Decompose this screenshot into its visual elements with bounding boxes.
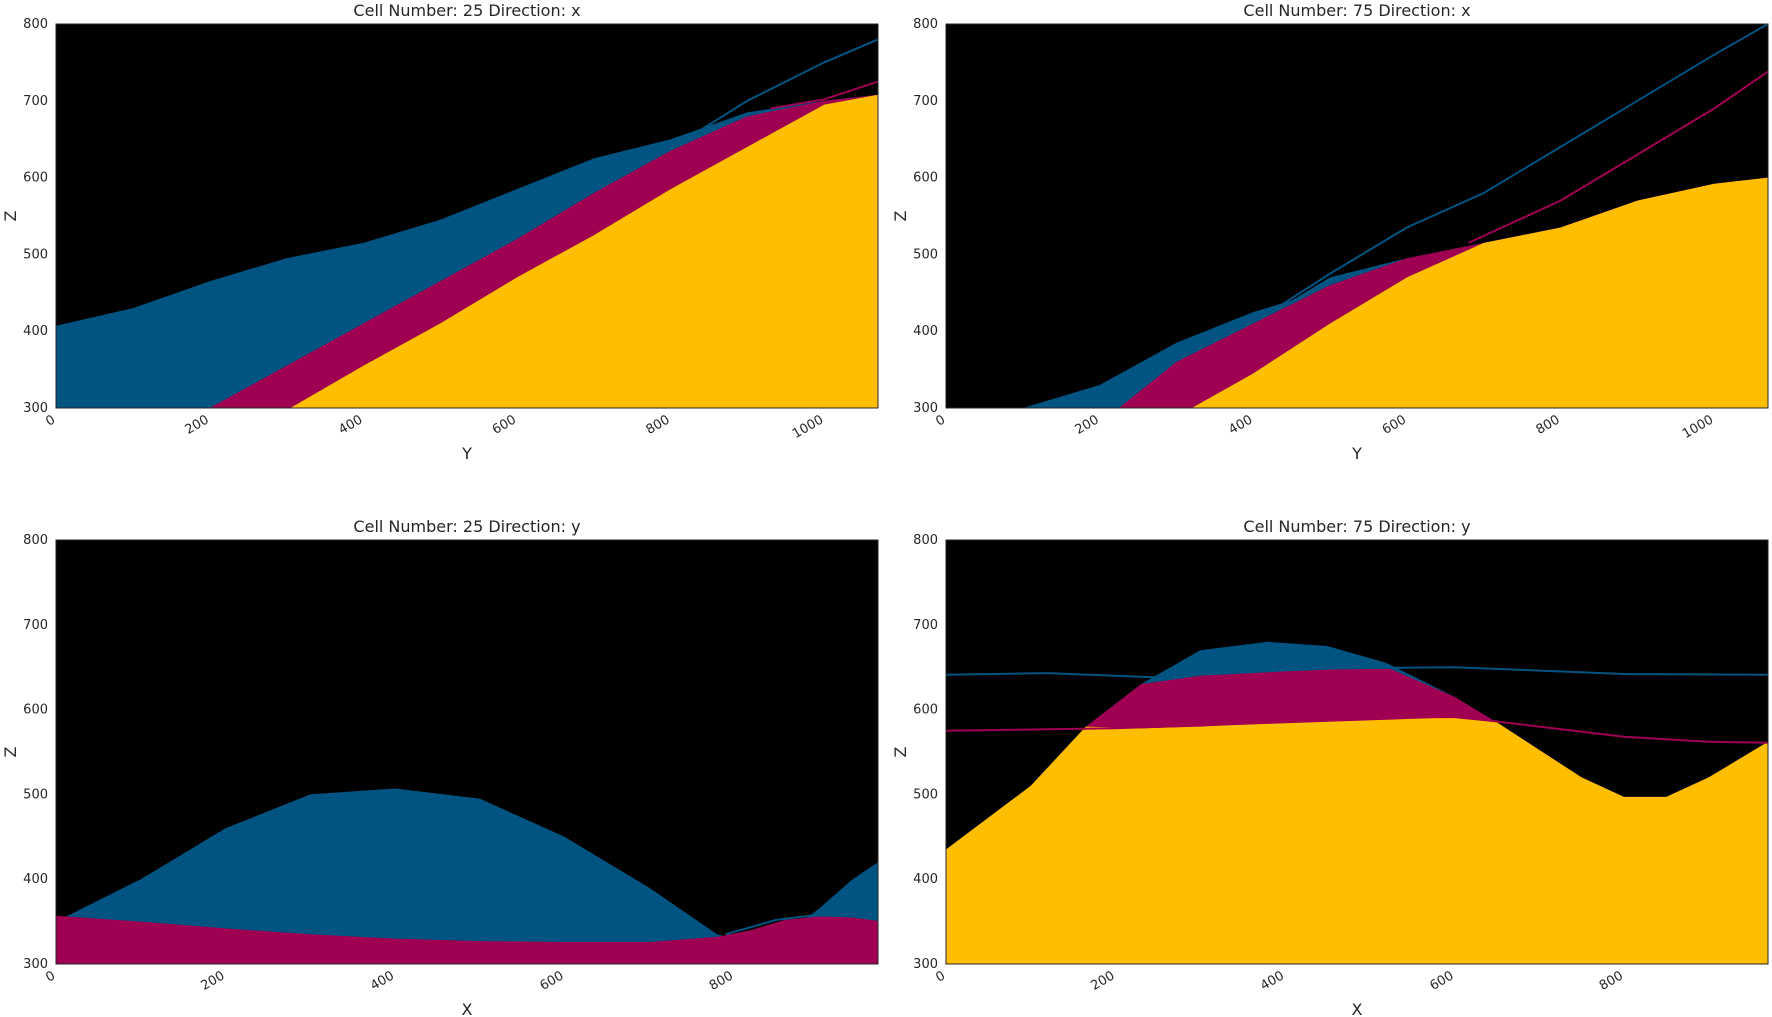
y-tick-label: 600 [913, 703, 938, 718]
x-tick-label: 600 [1380, 412, 1409, 437]
x-axis-label: X [1352, 1000, 1363, 1017]
y-tick-label: 800 [23, 17, 48, 32]
y-tick-label: 300 [913, 401, 938, 416]
chart-title: Cell Number: 75 Direction: x [1243, 1, 1470, 20]
x-tick-label: 600 [490, 412, 519, 437]
surface-line-2 [770, 80, 878, 110]
layer-area-3 [946, 718, 1768, 964]
x-axis-label: X [462, 1000, 473, 1017]
x-tick-label: 0 [933, 412, 948, 429]
x-axis-label: Y [461, 444, 472, 463]
x-tick-label: 200 [198, 968, 227, 993]
layer-area-3 [1191, 177, 1768, 408]
y-tick-label: 500 [23, 787, 48, 802]
surface-line-1 [1275, 24, 1768, 310]
chart-title: Cell Number: 25 Direction: x [353, 1, 580, 20]
y-axis-label: Z [891, 746, 910, 757]
x-tick-label: 600 [537, 968, 566, 993]
x-tick-label: 200 [1073, 412, 1102, 437]
y-axis-label: Z [891, 210, 910, 221]
plot-frame [945, 23, 1769, 409]
chart-panel-2: Cell Number: 75 Direction: x 300 400 500 600… [891, 1, 1769, 463]
y-tick-label: 700 [23, 94, 48, 109]
y-tick-label: 500 [913, 247, 938, 262]
x-tick-label: 1000 [790, 412, 826, 442]
chart-title: Cell Number: 75 Direction: y [1243, 517, 1470, 536]
y-tick-label: 300 [23, 957, 48, 972]
surface-line-1 [725, 913, 878, 936]
y-tick-label: 800 [23, 533, 48, 548]
chart-panel-3: Cell Number: 25 Direction: y 300 400 500 600… [1, 517, 879, 1017]
x-tick-label: 1000 [1680, 412, 1716, 442]
surface-line-2 [1467, 70, 1768, 244]
surface-line-2 [946, 715, 1768, 744]
y-tick-label: 600 [23, 171, 48, 186]
y-axis-label: Z [1, 210, 20, 221]
surface-line-1 [946, 666, 1768, 679]
y-tick-label: 400 [23, 324, 48, 339]
x-axis-label: Y [1351, 444, 1362, 463]
y-tick-label: 400 [913, 872, 938, 887]
x-tick-label: 0 [933, 968, 948, 985]
plot-frame [55, 539, 879, 965]
y-axis-label: Z [1, 746, 20, 757]
x-tick-label: 600 [1427, 968, 1456, 993]
chart-title: Cell Number: 25 Direction: y [353, 517, 580, 536]
x-tick-label: 400 [1226, 412, 1255, 437]
x-tick-label: 800 [644, 412, 673, 437]
x-tick-label: 800 [707, 968, 736, 993]
y-tick-label: 500 [23, 247, 48, 262]
x-tick-label: 200 [183, 412, 212, 437]
chart-panel-1: Cell Number: 25 Direction: x 300 400 500 600… [1, 1, 879, 463]
x-tick-label: 0 [43, 412, 58, 429]
x-tick-label: 200 [1088, 968, 1117, 993]
layer-area-2 [56, 915, 878, 964]
x-tick-label: 400 [368, 968, 397, 993]
y-tick-label: 700 [23, 618, 48, 633]
x-tick-label: 400 [336, 412, 365, 437]
layer-area-1 [56, 788, 878, 964]
y-tick-label: 800 [913, 17, 938, 32]
y-tick-label: 500 [913, 787, 938, 802]
y-tick-label: 300 [913, 957, 938, 972]
x-tick-label: 400 [1258, 968, 1287, 993]
y-tick-label: 800 [913, 533, 938, 548]
y-tick-label: 400 [913, 324, 938, 339]
x-tick-label: 0 [43, 968, 58, 985]
y-tick-label: 700 [913, 618, 938, 633]
y-tick-label: 600 [23, 703, 48, 718]
x-tick-label: 800 [1597, 968, 1626, 993]
plot-frame [945, 539, 1769, 965]
y-tick-label: 700 [913, 94, 938, 109]
layer-area-3 [290, 94, 878, 408]
chart-panel-4: Cell Number: 75 Direction: y 300 400 500 600… [891, 517, 1769, 1017]
x-tick-label: 800 [1534, 412, 1563, 437]
y-tick-label: 600 [913, 171, 938, 186]
y-tick-label: 400 [23, 872, 48, 887]
plot-frame [55, 23, 879, 409]
y-tick-label: 300 [23, 401, 48, 416]
surface-line-1 [685, 38, 878, 141]
